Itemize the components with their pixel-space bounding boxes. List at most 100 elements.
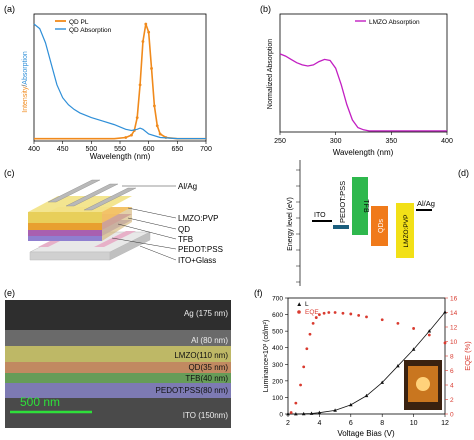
sem-pedot (5, 383, 231, 398)
data-point-eqe (396, 321, 400, 325)
panel-b: (b) 250 300 350 400 Wavelength (nm) Normali… (260, 4, 453, 157)
x-axis-label-b: Wavelength (nm) (333, 148, 394, 157)
x-tick-label: 450 (57, 146, 69, 153)
y-tick-label-left: 700 (272, 296, 283, 303)
panel-f: (f) 2 4 6 8 10 120100200300400500600700024681… (254, 288, 472, 438)
data-point-luminance (443, 310, 447, 314)
x-tick-label: 550 (114, 146, 126, 153)
data-point-eqe (333, 311, 337, 314)
sem-al (5, 330, 231, 346)
layer-label-ito-glass: ITO+Glass (178, 256, 216, 265)
y-tick-label-right: 8 (450, 354, 454, 361)
ito-label: ITO (314, 212, 326, 219)
ito-stripe (94, 231, 136, 247)
electrode-bar (47, 179, 101, 203)
legend-qd-pl: QD PL (69, 19, 89, 26)
data-point-eqe (308, 332, 312, 336)
series-line-luminance (288, 311, 446, 415)
data-point-eqe (357, 314, 361, 317)
x-tick-label: 10 (410, 420, 418, 427)
glass-front (29, 251, 111, 261)
plot-frame-a (33, 13, 207, 142)
y-tick-label-right: 10 (450, 339, 458, 346)
sem-lmzo (5, 346, 231, 362)
y-tick-label-right: 16 (450, 296, 458, 303)
sem-label-al: Al (80 nm) (191, 336, 228, 345)
panel-label-d: (d) (458, 168, 469, 178)
y-tick-label-left: 500 (272, 329, 283, 336)
x-tick-label: 500 (85, 146, 97, 153)
data-point-qd-pl (147, 30, 151, 34)
y-tick-label-left: 200 (272, 378, 283, 385)
panel-label-b: (b) (260, 4, 271, 14)
x-tick-label: 600 (143, 146, 155, 153)
y-label-intensity: Intensity (22, 86, 29, 113)
leader-lines (111, 185, 177, 261)
series-group-f (286, 310, 447, 416)
scale-bar-label: 500 nm (20, 395, 60, 409)
sem-ag (5, 300, 231, 330)
data-point-eqe (365, 315, 368, 319)
data-point-qd-pl (153, 104, 156, 108)
layer-label-pedot: PEDOT:PSS (178, 245, 223, 254)
data-point-eqe (294, 401, 298, 405)
layer-label-tfb: TFB (178, 235, 193, 244)
pedot-level (333, 225, 349, 229)
series-group-a (33, 22, 206, 140)
x-tick-label: 350 (385, 138, 397, 145)
y-axis-label-f-left: Luminance×10³ (cd/m²) (263, 320, 270, 393)
x-tick-label: 250 (274, 138, 286, 145)
glass-side (109, 231, 151, 261)
x-tick-label: 12 (441, 420, 449, 427)
x-ticks-a: 400 450 500 550 600 650 700 (28, 141, 212, 153)
y-tick-label-right: 4 (450, 383, 454, 390)
data-point-qd-pl (141, 40, 145, 43)
series-line-qd-absorption (33, 23, 206, 140)
data-point-eqe (327, 311, 331, 314)
qds-label: QDs (378, 219, 385, 234)
x-tick-label: 700 (200, 146, 212, 153)
y-axis-label-f-right: EQE (%) (463, 341, 472, 371)
layer-label-qd: QD (178, 225, 190, 234)
legend-l: L (305, 301, 309, 308)
legend-qd-abs: QD Absorption (69, 27, 112, 34)
data-point-eqe (412, 327, 415, 330)
stack-side (102, 207, 132, 241)
data-point-qd-pl (158, 132, 162, 136)
sem-label-ito: ITO (150nm) (183, 411, 229, 420)
data-point-eqe (314, 316, 318, 319)
sem-tfb (5, 373, 231, 383)
legend-lmzo: LMZO Absorption (369, 19, 420, 26)
data-point-eqe (380, 318, 384, 322)
x-tick-label: 650 (171, 146, 183, 153)
x-ticks-b: 250 300 350 400 (274, 132, 453, 145)
data-point-eqe (311, 321, 315, 325)
series-line-qd-pl (34, 23, 206, 140)
data-point-eqe (322, 311, 326, 315)
pedot-front (28, 236, 102, 241)
panel-d-energy: (d) Energy level (eV) ITO PEDOT:PSS TFB … (287, 160, 469, 286)
qd-front (28, 223, 102, 230)
legend-eqe: EQE (305, 309, 319, 316)
y-tick-label-left: 0 (279, 412, 283, 419)
data-point-qd-pl (135, 116, 139, 119)
data-point-eqe (443, 341, 447, 345)
x-tick-label: 8 (380, 420, 384, 427)
panel-a: (a) 400 450 500 550 600 650 700 Wavelength (nm… (4, 4, 212, 161)
data-point-qd-pl (150, 67, 153, 70)
y-tick-label-right: 14 (450, 310, 458, 317)
data-point-eqe (427, 333, 431, 337)
y-tick-label-left: 400 (272, 345, 283, 352)
x-tick-label: 2 (286, 420, 290, 427)
y-axis-label-b: Normalized Absorption (267, 39, 274, 110)
y-tick-label-right: 6 (450, 368, 454, 375)
tfb-label: TFB (362, 199, 369, 213)
data-point-eqe (289, 411, 293, 414)
y-label-absorption: Absorption (22, 51, 29, 85)
panel-label-c: (c) (4, 168, 15, 178)
axis-ticks-f: 2 4 6 8 10 1201002003004005006007000246810121… (272, 296, 457, 428)
layer-label-al-ag: Al/Ag (178, 182, 197, 191)
sem-labels: Ag (175 nm) Al (80 nm) LMZO(110 nm) QD(3… (156, 309, 229, 420)
sem-label-ag: Ag (175 nm) (184, 309, 228, 318)
